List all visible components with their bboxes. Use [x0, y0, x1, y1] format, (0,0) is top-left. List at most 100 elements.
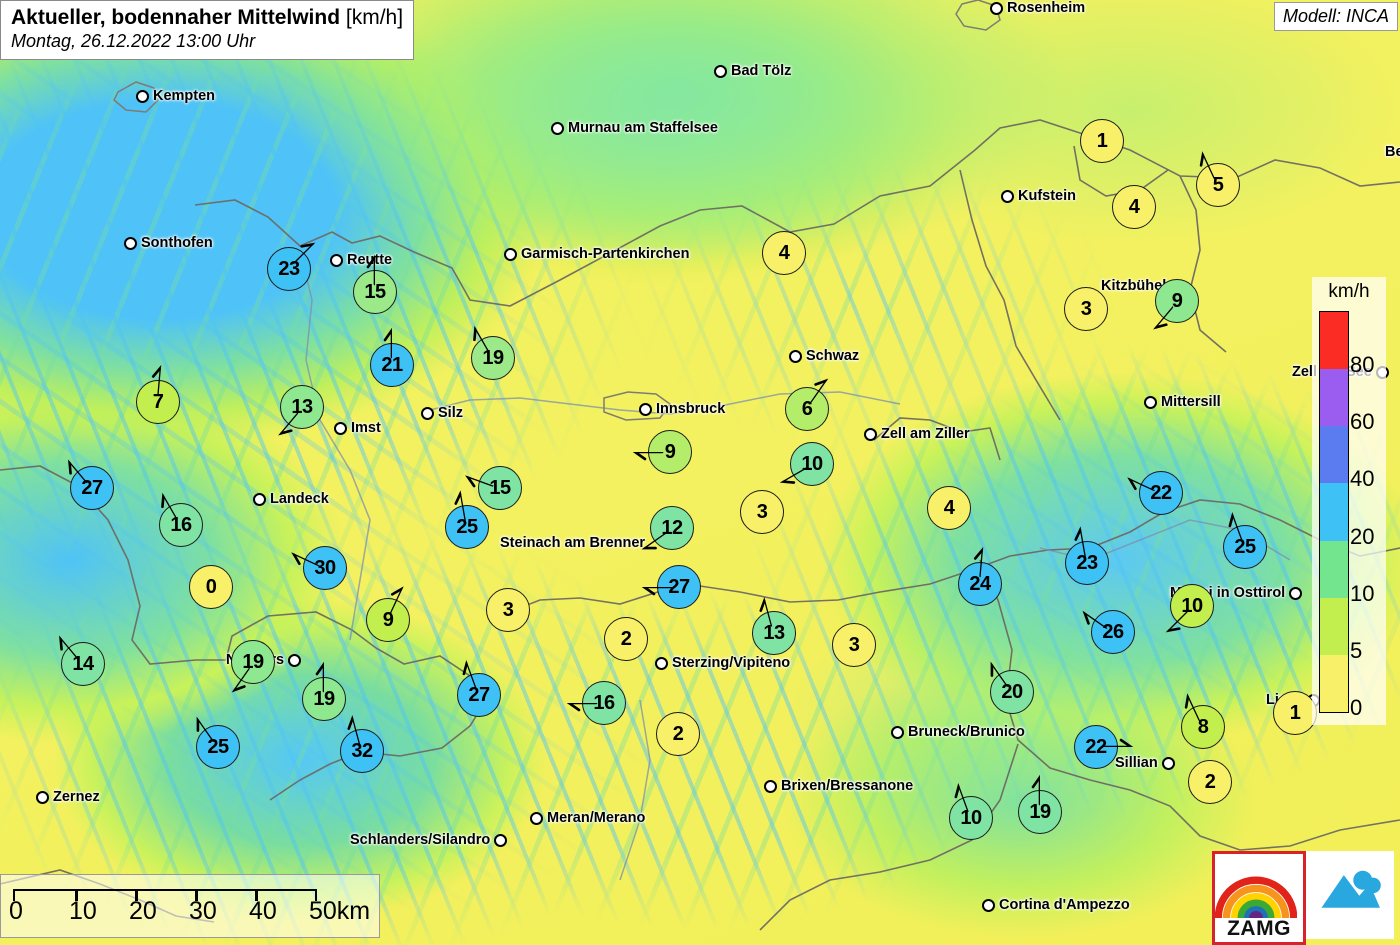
wind-speed-badge[interactable]: 3	[832, 623, 876, 667]
wind-station-marker[interactable]: 25	[196, 716, 240, 769]
wind-speed-badge[interactable]: 19	[1018, 790, 1062, 834]
wind-station-marker[interactable]: 16	[566, 681, 626, 725]
wind-station-marker[interactable]: 1	[1080, 119, 1124, 163]
wind-speed-badge[interactable]: 25	[445, 505, 489, 549]
wind-station-marker[interactable]: 27	[68, 459, 114, 510]
wind-station-marker[interactable]: 2	[656, 712, 700, 756]
wind-speed-badge[interactable]: 1	[1080, 119, 1124, 163]
wind-station-marker[interactable]: 9	[1153, 279, 1199, 330]
wind-station-marker[interactable]: 10	[949, 782, 993, 840]
wind-station-marker[interactable]: 2	[604, 617, 648, 661]
wind-station-marker[interactable]: 19	[231, 640, 275, 693]
wind-station-marker[interactable]: 24	[958, 546, 1002, 606]
wind-speed-badge[interactable]: 32	[340, 729, 384, 773]
wind-speed-badge[interactable]: 3	[486, 588, 530, 632]
wind-speed-badge[interactable]: 9	[366, 598, 410, 642]
city-name: Reutte	[347, 252, 393, 268]
wind-station-marker[interactable]: 19	[471, 325, 515, 380]
wind-speed-badge[interactable]: 23	[267, 247, 311, 291]
wind-speed-badge[interactable]: 2	[656, 712, 700, 756]
wind-speed-badge[interactable]: 10	[790, 442, 834, 486]
mountain-cloud-logo[interactable]	[1306, 851, 1394, 939]
wind-speed-badge[interactable]: 15	[353, 270, 397, 314]
wind-station-marker[interactable]: 32	[340, 715, 384, 773]
wind-speed-badge[interactable]: 13	[280, 385, 324, 429]
wind-station-marker[interactable]: 3	[832, 623, 876, 667]
wind-station-marker[interactable]: 14	[59, 635, 105, 686]
wind-station-marker[interactable]: 22	[1127, 471, 1183, 515]
zamg-rainbow-logo[interactable]: ZAMG	[1212, 851, 1306, 945]
wind-speed-badge[interactable]: 8	[1181, 705, 1225, 749]
wind-speed-badge[interactable]: 19	[231, 640, 275, 684]
wind-station-marker[interactable]: 13	[278, 385, 324, 436]
wind-station-marker[interactable]: 25	[445, 490, 489, 549]
wind-speed-badge[interactable]: 23	[1065, 541, 1109, 585]
wind-speed-badge[interactable]: 15	[478, 466, 522, 510]
wind-speed-badge[interactable]: 12	[650, 506, 694, 550]
wind-station-marker[interactable]: 6	[785, 378, 829, 431]
wind-station-marker[interactable]: 7	[136, 364, 180, 424]
wind-station-marker[interactable]: 9	[366, 586, 410, 642]
wind-speed-badge[interactable]: 13	[752, 611, 796, 655]
wind-station-marker[interactable]: 0	[189, 565, 233, 609]
wind-speed-badge[interactable]: 0	[189, 565, 233, 609]
wind-speed-badge[interactable]: 21	[370, 343, 414, 387]
wind-station-marker[interactable]: 12	[641, 506, 694, 550]
wind-speed-badge[interactable]: 1	[1273, 691, 1317, 735]
wind-station-marker[interactable]: 23	[1065, 526, 1109, 585]
wind-speed-badge[interactable]: 4	[762, 231, 806, 275]
city-marker-dot	[530, 811, 543, 825]
wind-station-marker[interactable]: 26	[1082, 610, 1135, 654]
wind-station-marker[interactable]: 1	[1273, 691, 1317, 735]
wind-station-marker[interactable]: 27	[641, 565, 701, 609]
wind-speed-badge[interactable]: 3	[740, 490, 784, 534]
wind-speed-badge[interactable]: 22	[1074, 725, 1118, 769]
wind-station-marker[interactable]: 15	[464, 466, 522, 510]
wind-station-marker[interactable]: 4	[927, 486, 971, 530]
wind-station-marker[interactable]: 27	[457, 659, 501, 717]
wind-speed-badge[interactable]: 16	[582, 681, 626, 725]
wind-speed-badge[interactable]: 4	[1112, 185, 1156, 229]
wind-station-marker[interactable]: 5	[1196, 151, 1240, 207]
wind-speed-badge[interactable]: 9	[1155, 279, 1199, 323]
wind-station-marker[interactable]: 19	[302, 661, 346, 721]
wind-station-marker[interactable]: 25	[1223, 511, 1267, 569]
wind-speed-badge[interactable]: 27	[457, 673, 501, 717]
wind-station-marker[interactable]: 8	[1181, 693, 1225, 749]
wind-speed-badge[interactable]: 26	[1091, 610, 1135, 654]
wind-station-marker[interactable]: 9	[632, 430, 692, 474]
wind-station-marker[interactable]: 19	[1018, 774, 1062, 834]
wind-speed-badge[interactable]: 25	[1223, 525, 1267, 569]
wind-speed-badge[interactable]: 10	[949, 796, 993, 840]
wind-station-marker[interactable]: 30	[291, 546, 347, 590]
wind-station-marker[interactable]: 22	[1074, 725, 1134, 769]
wind-speed-badge[interactable]: 19	[471, 336, 515, 380]
wind-station-marker[interactable]: 3	[1064, 287, 1108, 331]
wind-station-marker[interactable]: 16	[159, 492, 203, 547]
wind-speed-badge[interactable]: 4	[927, 486, 971, 530]
wind-speed-badge[interactable]: 6	[785, 387, 829, 431]
wind-speed-badge[interactable]: 16	[159, 503, 203, 547]
wind-speed-badge[interactable]: 19	[302, 677, 346, 721]
wind-station-marker[interactable]: 10	[1165, 584, 1214, 633]
wind-speed-badge[interactable]: 22	[1139, 471, 1183, 515]
wind-station-marker[interactable]: 3	[740, 490, 784, 534]
wind-speed-badge[interactable]: 25	[196, 725, 240, 769]
wind-station-marker[interactable]: 2	[1188, 760, 1232, 804]
wind-station-marker[interactable]: 10	[779, 442, 834, 486]
wind-speed-badge[interactable]: 27	[70, 466, 114, 510]
wind-station-marker[interactable]: 23	[267, 242, 316, 291]
wind-speed-badge[interactable]: 5	[1196, 163, 1240, 207]
wind-speed-badge[interactable]: 3	[1064, 287, 1108, 331]
wind-station-marker[interactable]: 4	[762, 231, 806, 275]
wind-station-marker[interactable]: 4	[1112, 185, 1156, 229]
wind-speed-badge[interactable]: 30	[303, 546, 347, 590]
wind-station-marker[interactable]: 13	[752, 597, 796, 655]
wind-speed-badge[interactable]: 2	[604, 617, 648, 661]
wind-station-marker[interactable]: 15	[353, 254, 397, 314]
wind-station-marker[interactable]: 3	[486, 588, 530, 632]
wind-station-marker[interactable]: 20	[990, 661, 1034, 714]
wind-station-marker[interactable]: 21	[370, 327, 414, 387]
wind-speed-badge[interactable]: 2	[1188, 760, 1232, 804]
